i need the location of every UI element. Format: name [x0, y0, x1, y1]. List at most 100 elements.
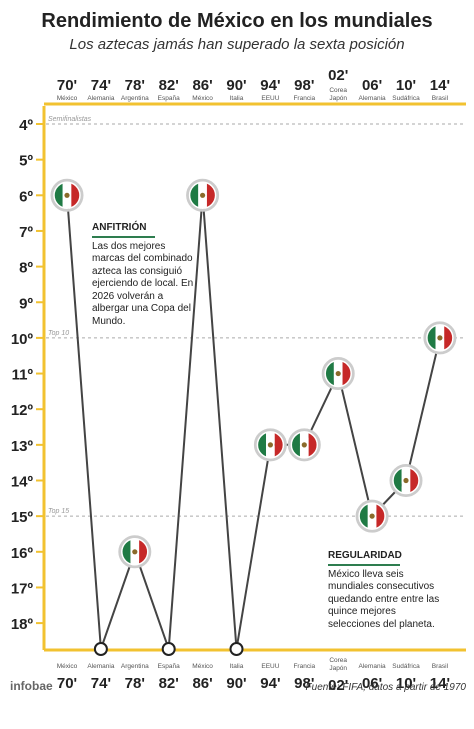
y-tick-label: 6º	[19, 188, 33, 205]
reference-line-label: Top 15	[48, 508, 69, 515]
host-label-top: Italia	[230, 95, 244, 102]
host-label-bottom: España	[158, 663, 180, 670]
annotation-regularity: REGULARIDAD México lleva seis mundiales …	[328, 550, 446, 631]
y-tick-label: 18º	[11, 616, 34, 633]
host-label-top: Argentina	[121, 95, 149, 102]
host-label-bottom: Alemania	[87, 663, 114, 670]
flag-emblem	[437, 335, 443, 341]
flag-green-band	[325, 360, 334, 387]
y-tick-label: 16º	[11, 545, 34, 562]
y-tick-label: 4º	[19, 117, 33, 134]
y-tick-label: 10º	[11, 331, 34, 348]
mexico-flag-icon	[54, 182, 80, 209]
host-label-top: España	[158, 95, 180, 102]
mexico-flag-icon	[393, 467, 419, 494]
mexico-flag-icon	[426, 324, 453, 351]
host-label-bottom: EEUU	[261, 663, 279, 670]
chart-title: Rendimiento de México en los mundiales	[41, 10, 433, 32]
x-tick-label-bottom: 06'	[362, 675, 382, 692]
mexico-flag-icon	[291, 431, 318, 458]
flag-point-marker	[321, 357, 355, 391]
flag-point-marker	[389, 464, 423, 497]
flag-ring-inner	[290, 431, 319, 459]
flag-point-marker	[50, 178, 84, 212]
absent-marker	[161, 642, 176, 656]
flag-ring	[253, 428, 287, 462]
x-tick-label-top: 70'	[57, 77, 77, 94]
flag-green-band	[359, 503, 368, 530]
host-label-bottom: Argentina	[121, 663, 149, 670]
host-label-bottom: Italia	[230, 663, 244, 670]
y-tick-label: 15º	[11, 509, 34, 526]
flag-emblem	[64, 192, 70, 198]
x-tick-label-bottom: 74'	[91, 675, 111, 692]
x-tick-label-bottom: 90'	[226, 675, 246, 692]
flag-point-marker	[423, 321, 457, 355]
host-label-top: Alemania	[359, 95, 386, 102]
flag-red-band	[376, 503, 386, 530]
flag-green-band	[189, 182, 199, 209]
x-tick-label-top: 74'	[91, 77, 111, 94]
flag-ring	[423, 321, 457, 355]
flag-ring	[287, 428, 321, 462]
host-label-bottom: México	[192, 663, 213, 670]
flag-red-band	[308, 431, 318, 458]
mexico-flag-icon	[325, 360, 352, 387]
x-tick-label-top: 06'	[362, 77, 382, 94]
flag-green-band	[121, 538, 131, 565]
absent-marker	[93, 642, 108, 656]
flag-ring	[118, 535, 152, 569]
absent-marker	[229, 642, 244, 656]
host-label-top: Francia	[293, 95, 315, 102]
host-label-top: Japón	[329, 95, 347, 102]
x-tick-label-top: 14'	[430, 77, 450, 94]
y-tick-label: 7º	[19, 224, 33, 241]
annotation-host-text: Las dos mejores marcas del combinado azt…	[92, 240, 194, 327]
annotation-regularity-text: México lleva seis mundiales consecutivos…	[328, 568, 440, 630]
host-label-top: Brasil	[432, 95, 449, 102]
mexico-flag-icon	[359, 503, 386, 530]
flag-red-band	[410, 467, 419, 494]
annotation-host: ANFITRIÓN Las dos mejores marcas del com…	[92, 222, 200, 328]
flag-red-band	[342, 360, 352, 387]
flag-green-band	[291, 431, 300, 458]
x-tick-label-bottom: 78'	[125, 675, 145, 692]
y-tick-label: 8º	[19, 260, 33, 277]
y-tick-label: 5º	[19, 153, 33, 170]
x-tick-label-bottom: 14'	[430, 675, 450, 692]
flag-ring-inner	[358, 502, 386, 530]
host-label-bottom: Japón	[329, 665, 347, 672]
x-tick-label-top: 82'	[159, 77, 179, 94]
host-label-bottom: Francia	[293, 663, 315, 670]
flag-emblem	[267, 442, 273, 448]
flag-emblem	[369, 513, 375, 519]
source-note: Fuente: FIFA, datos a partir de 1970	[305, 682, 466, 693]
flag-emblem	[132, 549, 138, 555]
host-label-top: México	[192, 95, 213, 102]
host-label-top: EEUU	[261, 95, 279, 102]
x-tick-label-bottom: 10'	[396, 675, 416, 692]
x-tick-label-top: 86'	[192, 77, 212, 94]
flag-emblem	[335, 370, 341, 377]
host-label-bottom: México	[57, 663, 78, 670]
x-tick-label-bottom: 70'	[57, 675, 77, 692]
x-tick-label-top: 10'	[396, 77, 416, 94]
flag-red-band	[206, 182, 216, 209]
flag-red-band	[274, 431, 284, 458]
flag-point-marker	[287, 428, 321, 462]
host-label-top: Sudáfrica	[392, 95, 420, 102]
x-tick-label-bottom: 02'	[328, 677, 348, 694]
flag-point-marker	[186, 178, 220, 212]
x-tick-label-top: 94'	[260, 77, 280, 94]
chart-subtitle: Los aztecas jamás han superado la sexta …	[69, 36, 405, 53]
y-tick-label: 17º	[11, 580, 34, 597]
x-tick-label-top: 78'	[125, 77, 145, 94]
host-label-top: México	[57, 95, 78, 102]
flag-green-band	[257, 431, 267, 458]
x-tick-label-bottom: 98'	[294, 675, 314, 692]
flag-emblem	[301, 442, 307, 448]
mexico-flag-icon	[257, 431, 284, 458]
flag-point-marker	[355, 499, 389, 533]
y-tick-label: 13º	[11, 438, 34, 455]
